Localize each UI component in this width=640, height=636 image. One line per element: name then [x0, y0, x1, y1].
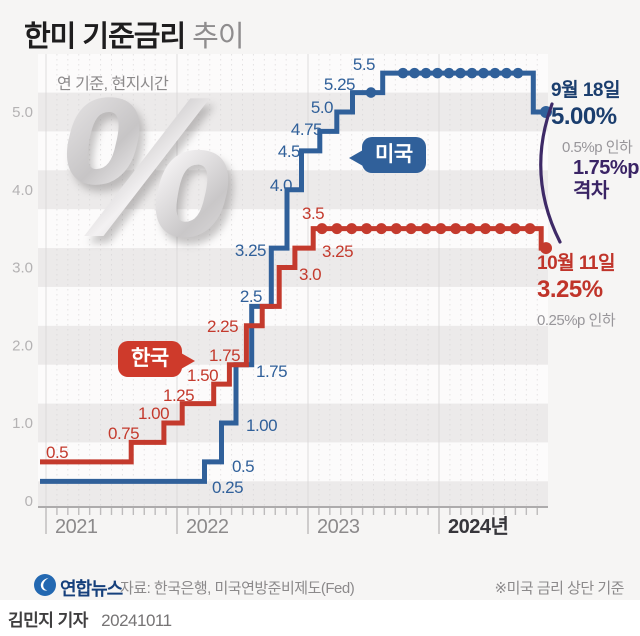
korea-hold-dot [390, 223, 402, 235]
us-current-rate: 5.00% [551, 103, 617, 131]
stripe-band [38, 481, 548, 507]
korea-hold-dot [509, 223, 521, 235]
source-credit: 자료: 한국은행, 미국연방준비제도(Fed) [120, 580, 355, 597]
us-cut-amount: 0.5%p 인하 [562, 138, 633, 156]
korea-hold-dot [420, 223, 432, 235]
stripe-band [38, 403, 548, 443]
yonhap-logo-icon [34, 574, 56, 596]
x-axis-year-label: 2023 [317, 516, 360, 538]
us-hold-dot [489, 67, 501, 79]
korea-hold-dot [375, 223, 387, 235]
korea-current-rate: 3.25% [537, 276, 603, 304]
korea-series-bubble: 한국 [118, 341, 195, 377]
byline: 김민지 기자 20241011 [8, 606, 172, 631]
us-rate-value-label: 1.00 [246, 416, 277, 435]
korea-rate-value-label: 2.25 [207, 317, 238, 336]
footnote: ※미국 금리 상단 기준 [494, 580, 625, 597]
title-sub: 추이 [192, 21, 244, 53]
korea-hold-dot [524, 223, 536, 235]
korea-hold-dot [361, 223, 373, 235]
us-series-bubble-label: 미국 [375, 143, 413, 166]
korea-hold-dot [465, 223, 477, 235]
korea-rate-value-label: 3.0 [299, 265, 321, 284]
y-axis-label: 5.0 [12, 104, 33, 121]
chart-subtitle: 연 기준, 현지시간 [57, 76, 169, 93]
korea-step-line [40, 226, 546, 465]
stripe-band [38, 92, 548, 132]
us-hold-dot [478, 67, 489, 79]
x-axis-year-label: 2022 [186, 516, 229, 538]
x-axis-year-label: 2024년 [448, 515, 508, 538]
rate-gap-annotation: 1.75%p 격차 [573, 157, 639, 203]
us-series-bubble: 미국 [349, 137, 426, 173]
us-rate-value-label: 4.0 [270, 176, 292, 195]
korea-hold-dot [405, 223, 417, 235]
us-rate-value-label: 2.5 [240, 287, 262, 306]
korea-series-bubble-label: 한국 [131, 347, 169, 370]
us-rate-value-label: 4.5 [278, 142, 300, 161]
us-hold-dot [443, 67, 455, 79]
publish-date: 20241011 [101, 611, 172, 630]
y-axis-label: 1.0 [12, 415, 33, 432]
us-hold-dot [397, 67, 409, 79]
us-rate-value-label: 0.25 [212, 478, 243, 497]
us-rate-value-label: 3.25 [235, 241, 266, 260]
korea-cut-date: 10월 11일 [537, 253, 615, 274]
us-cut-date: 9월 18일 [551, 80, 620, 101]
korea-rate-value-label: 3.5 [302, 204, 324, 223]
gap-brace [539, 102, 562, 244]
us-hold-dot [466, 67, 478, 79]
korea-cut-amount: 0.25%p 인하 [537, 311, 616, 329]
us-hold-dot [420, 67, 432, 79]
y-axis-label: 2.0 [12, 337, 33, 354]
us-hold-dot [455, 67, 466, 79]
korea-hold-dot [346, 223, 358, 235]
rate-gap-value: 1.75%p [573, 157, 639, 179]
korea-hold-dot [494, 223, 506, 235]
korea-hold-dot [316, 223, 328, 235]
us-hold-dot [501, 67, 512, 79]
y-axis-label: 0 [25, 493, 33, 510]
korea-hold-dot [331, 223, 343, 235]
korea-rate-value-label: 1.75 [209, 346, 240, 365]
us-hold-dot [432, 67, 443, 79]
page-title: 한미 기준금리 추이 [24, 13, 245, 55]
us-hold-dot [409, 67, 420, 79]
us-rate-value-label: 5.5 [353, 55, 375, 74]
us-rate-value-label: 5.0 [311, 98, 333, 117]
title-main: 한미 기준금리 [24, 21, 186, 53]
reporter-name: 김민지 기자 [8, 611, 88, 630]
us-rate-value-label: 4.75 [291, 120, 322, 139]
korea-rate-value-label: 0.5 [46, 443, 68, 462]
korea-rate-value-label: 1.25 [163, 386, 194, 405]
rate-gap-word: 격차 [573, 180, 609, 202]
us-rate-value-label: 0.5 [232, 457, 254, 476]
korea-rate-value-label: 0.75 [108, 424, 139, 443]
korea-rate-value-label: 1.00 [138, 404, 169, 423]
byline-strip: 김민지 기자 20241011 [0, 600, 640, 636]
us-hold-dot [512, 67, 524, 79]
us-latest-annotation: 9월 18일 5.00% 0.5%p 인하 [551, 80, 633, 156]
korea-hold-dot [435, 223, 447, 235]
korea-latest-dot [540, 242, 552, 255]
korea-rate-value-label: 3.25 [322, 242, 353, 261]
yonhap-logo-text: 연합뉴스 [60, 579, 123, 599]
us-hold-dot [365, 87, 377, 98]
y-axis-label: 4.0 [12, 182, 33, 199]
us-step-line [40, 70, 546, 484]
y-axis-label: 3.0 [12, 260, 33, 277]
footer: 연합뉴스 자료: 한국은행, 미국연방준비제도(Fed) ※미국 금리 상단 기… [0, 571, 640, 601]
korea-hold-dot [479, 223, 491, 235]
korea-rate-value-label: 1.50 [187, 366, 218, 385]
x-axis-year-label: 2021 [55, 516, 98, 538]
us-rate-value-label: 1.75 [256, 362, 287, 381]
us-rate-value-label: 5.25 [324, 75, 355, 94]
korea-latest-annotation: 10월 11일 3.25% 0.25%p 인하 [537, 253, 616, 329]
korea-hold-dot [450, 223, 462, 235]
